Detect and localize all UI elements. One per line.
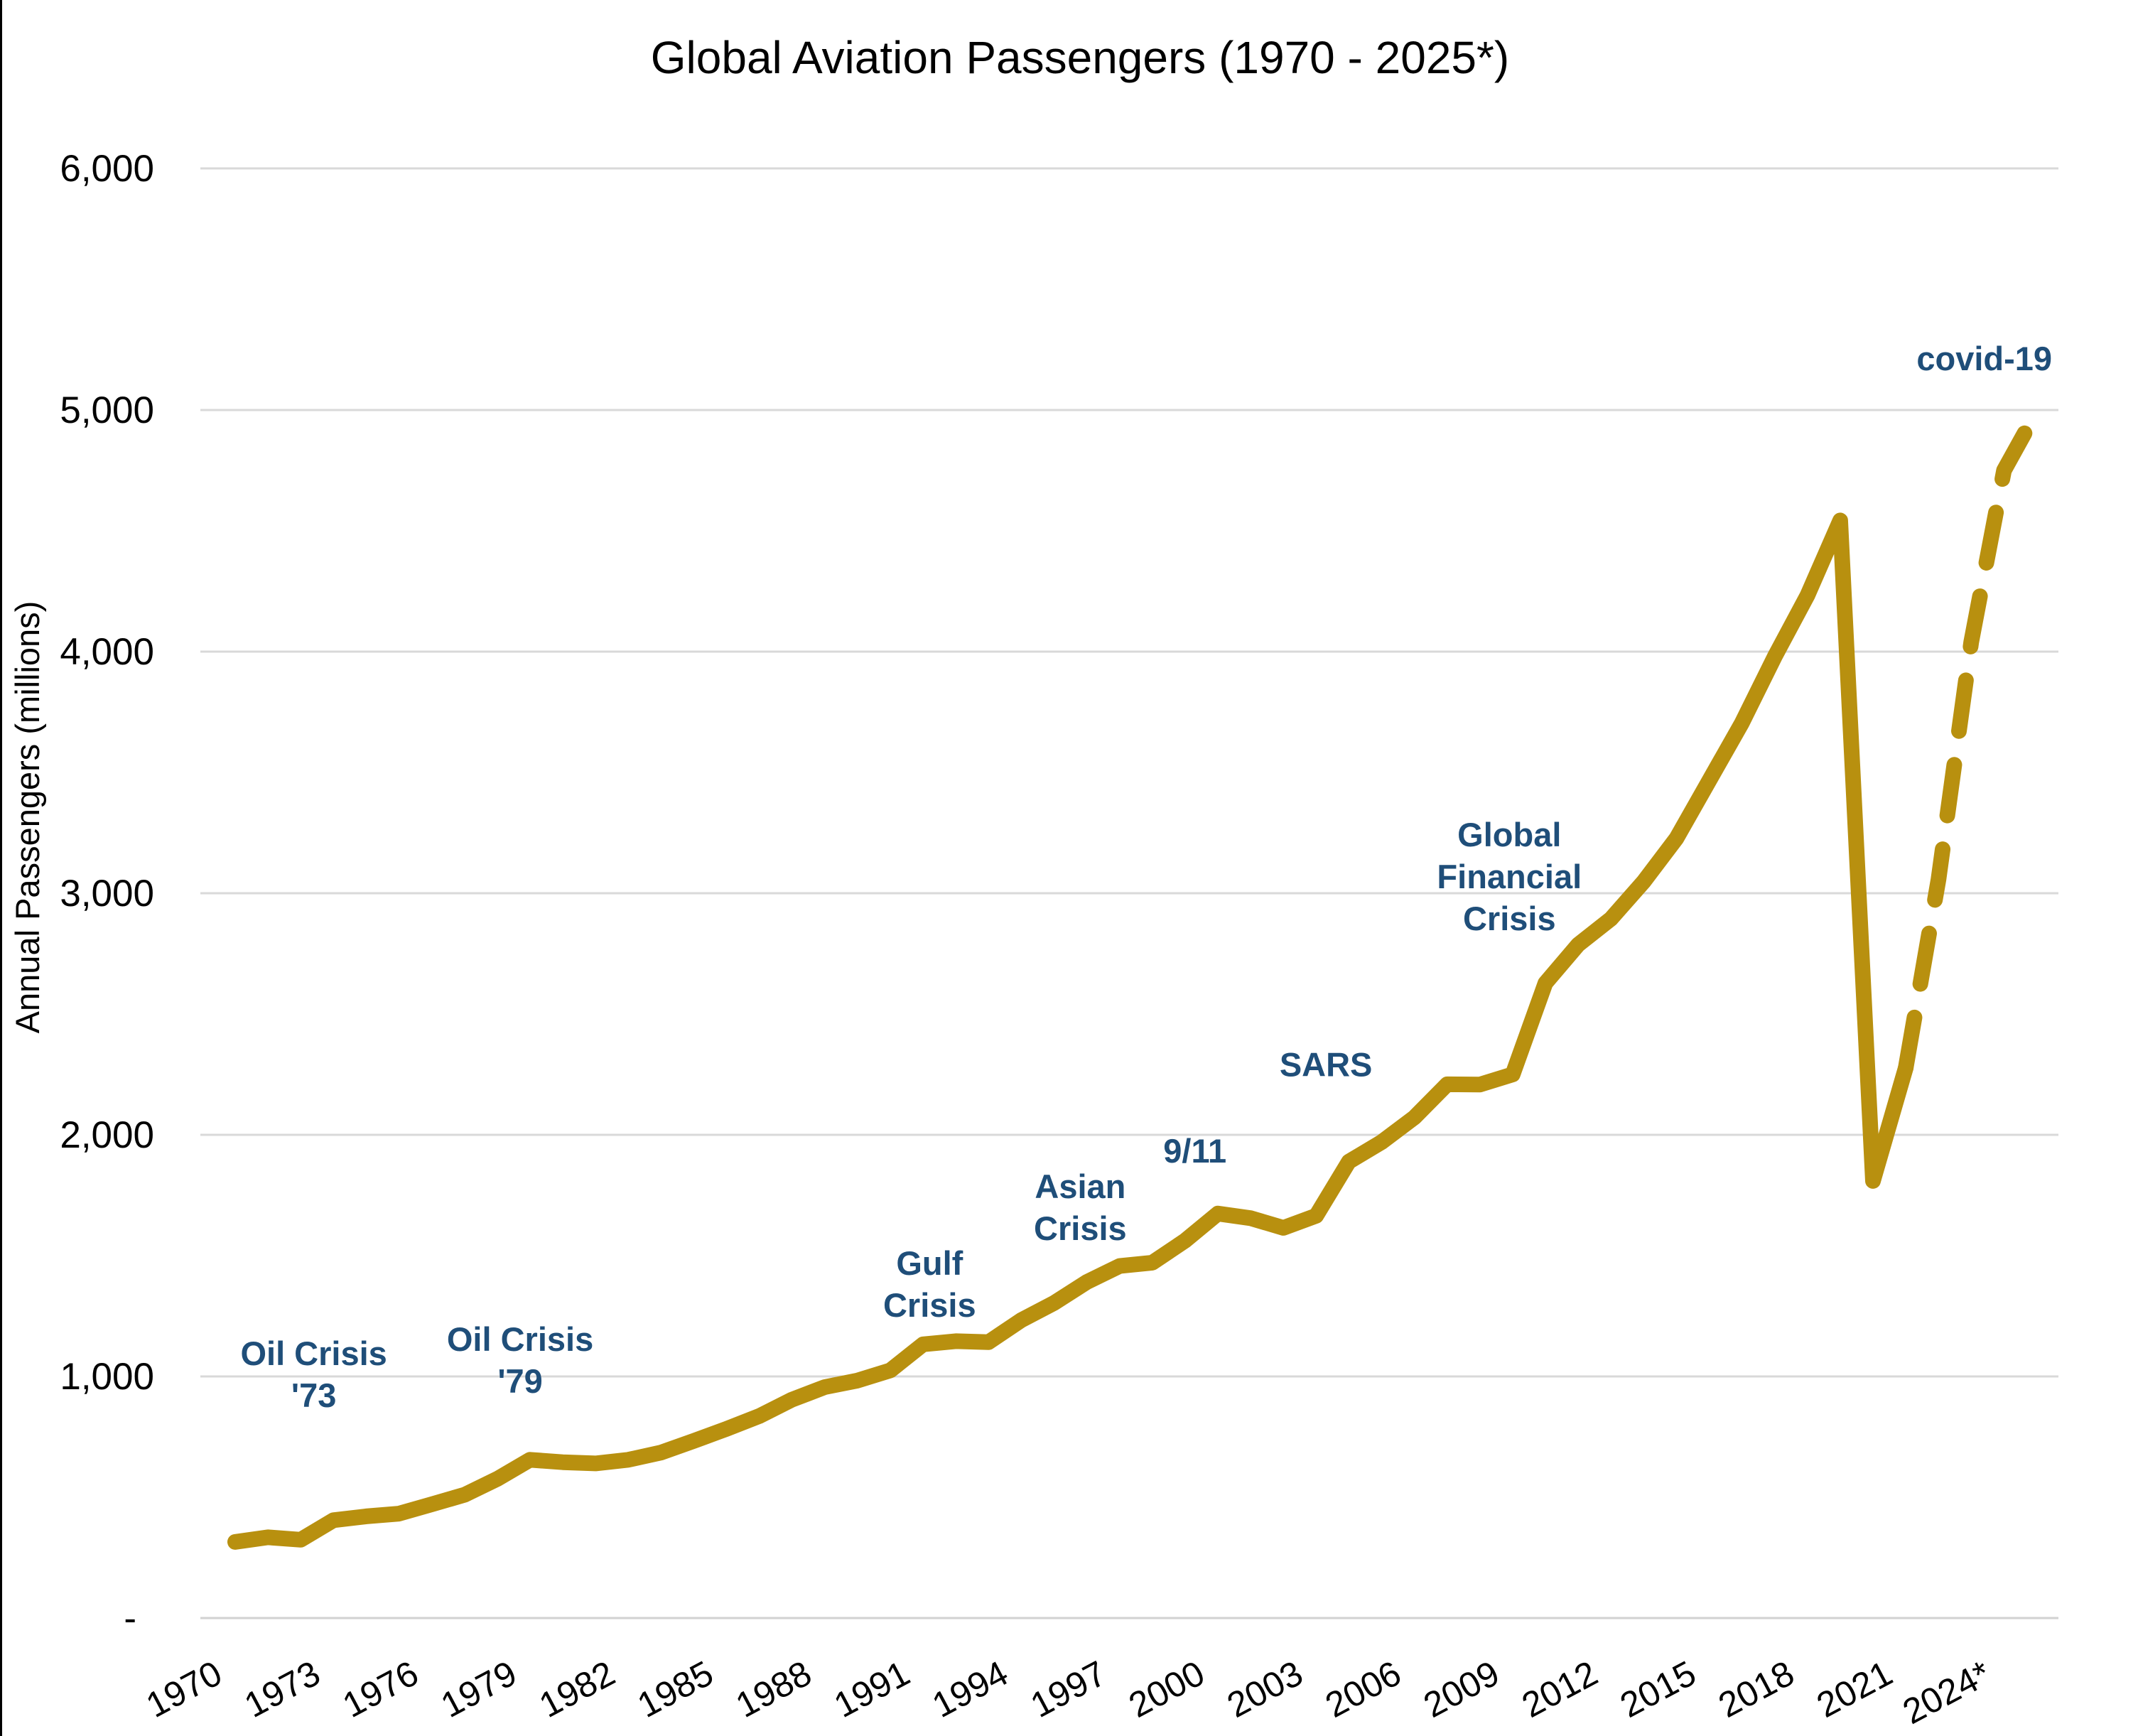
annotation-asian-crisis: Asian Crisis <box>1034 1168 1127 1247</box>
x-tick-label-1976: 1976 <box>336 1653 425 1725</box>
annotation-oil-crisis-73-line-2: '73 <box>291 1376 336 1414</box>
y-tick-label-4000: 4,000 <box>60 631 154 673</box>
annotation-sars: SARS <box>1280 1045 1373 1083</box>
annotation-covid-19-line-1: covid-19 <box>1916 340 2052 377</box>
annotation-oil-crisis-79-line-1: Oil Crisis <box>447 1320 593 1358</box>
annotation-asian-crisis-line-2: Crisis <box>1034 1209 1127 1247</box>
annotation-oil-crisis-73-line-1: Oil Crisis <box>240 1335 387 1372</box>
x-tick-label-1973: 1973 <box>238 1653 327 1725</box>
x-tick-label-2018: 2018 <box>1712 1653 1800 1725</box>
y-tick-label-2000: 2,000 <box>60 1114 154 1156</box>
annotation-gulf-crisis: Gulf Crisis <box>883 1244 976 1324</box>
x-tick-label-2006: 2006 <box>1319 1653 1408 1725</box>
x-tick-label-2000: 2000 <box>1123 1653 1211 1725</box>
x-tick-label-2021: 2021 <box>1810 1653 1899 1725</box>
x-axis-tick-labels: 1970 1973 1976 1979 1982 1985 1988 1991 1994 1997… <box>140 1653 1997 1732</box>
annotation-nine-eleven: 9/11 <box>1163 1132 1226 1170</box>
y-tick-label-0: - <box>124 1597 136 1639</box>
annotation-gulf-crisis-line-1: Gulf <box>896 1244 963 1282</box>
annotation-sars-line-1: SARS <box>1280 1045 1373 1083</box>
x-tick-label-1970: 1970 <box>140 1653 229 1725</box>
projection-line-dashed <box>1898 403 2045 1076</box>
x-tick-label-1985: 1985 <box>631 1653 720 1725</box>
y-tick-label-5000: 5,000 <box>60 389 154 431</box>
annotation-oil-crisis-73: Oil Crisis '73 <box>240 1335 387 1414</box>
x-tick-label-1997: 1997 <box>1024 1653 1113 1725</box>
y-tick-label-6000: 6,000 <box>60 148 154 190</box>
annotation-asian-crisis-line-1: Asian <box>1035 1168 1125 1205</box>
x-tick-label-1988: 1988 <box>729 1653 818 1725</box>
annotation-oil-crisis-79: Oil Crisis '79 <box>447 1320 593 1400</box>
x-tick-label-1994: 1994 <box>926 1653 1015 1725</box>
horizontal-gridlines <box>200 167 2058 1378</box>
passengers-line-solid <box>227 512 1914 1550</box>
window-left-edge <box>0 0 2 1736</box>
annotation-global-financial-crisis: Global Financial Crisis <box>1437 816 1582 937</box>
y-tick-label-3000: 3,000 <box>60 873 154 915</box>
x-tick-label-1991: 1991 <box>828 1653 917 1725</box>
annotation-nine-eleven-line-1: 9/11 <box>1163 1132 1226 1170</box>
annotation-global-financial-crisis-line-2: Financial <box>1437 858 1582 895</box>
annotation-gulf-crisis-line-2: Crisis <box>883 1286 976 1324</box>
x-tick-label-2024: 2024* <box>1896 1653 1997 1732</box>
x-tick-label-2012: 2012 <box>1516 1653 1604 1725</box>
annotation-covid-19: covid-19 <box>1916 340 2052 377</box>
x-tick-label-2015: 2015 <box>1614 1653 1702 1725</box>
x-tick-label-2003: 2003 <box>1221 1653 1310 1725</box>
y-axis-tick-labels: - 1,000 2,000 3,000 4,000 5,000 6,000 <box>60 148 154 1639</box>
annotation-global-financial-crisis-line-1: Global <box>1457 816 1561 853</box>
x-tick-label-1982: 1982 <box>533 1653 622 1725</box>
y-axis-title: Annual Passengers (millions) <box>9 601 46 1034</box>
x-tick-label-2009: 2009 <box>1418 1653 1506 1725</box>
annotation-oil-crisis-79-line-2: '79 <box>497 1362 542 1400</box>
y-tick-label-1000: 1,000 <box>60 1356 154 1398</box>
data-series <box>227 403 2045 1550</box>
x-tick-label-1979: 1979 <box>435 1653 524 1725</box>
chart-title: Global Aviation Passengers (1970 - 2025*… <box>651 32 1509 83</box>
annotation-global-financial-crisis-line-3: Crisis <box>1463 900 1556 937</box>
